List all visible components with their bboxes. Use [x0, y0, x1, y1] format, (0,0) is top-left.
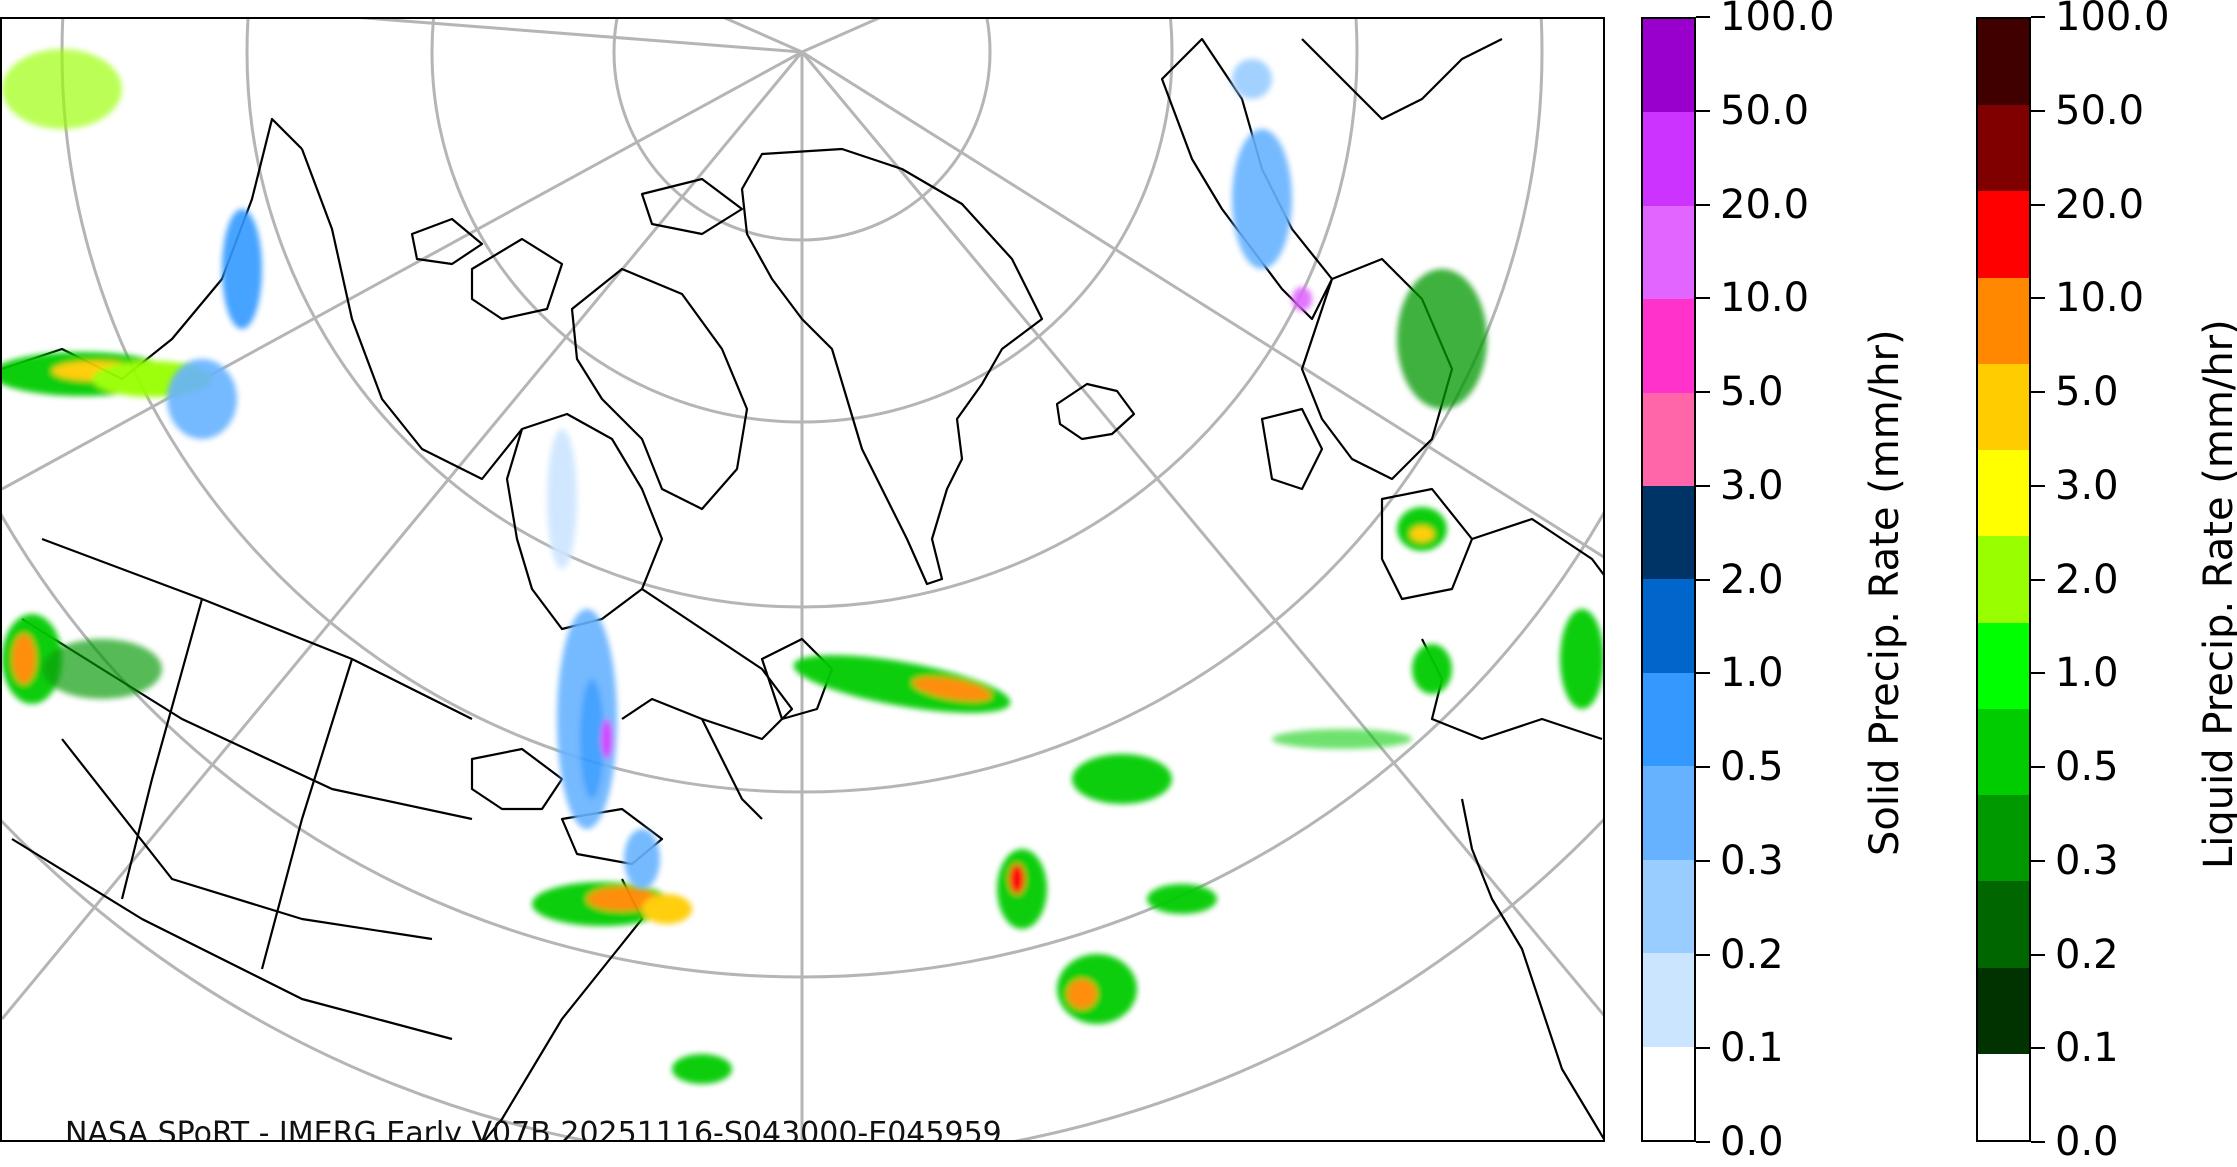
liquid-tick-label: 3.0	[2055, 462, 2119, 509]
liquid-colorbar-segment	[1978, 795, 2029, 882]
liquid-colorbar-segment	[1978, 105, 2029, 192]
solid-tick-label: 0.2	[1720, 931, 1784, 978]
solid-tick-label: 2.0	[1720, 556, 1784, 603]
coastlines	[2, 37, 1603, 1140]
liquid-colorbar-segment	[1978, 881, 2029, 968]
solid-colorbar-segment	[1643, 579, 1694, 673]
solid-tick-label: 0.0	[1720, 1119, 1784, 1165]
liquid-tick-label: 1.0	[2055, 650, 2119, 697]
solid-tick-label: 0.3	[1720, 837, 1784, 884]
liquid-colorbar-segment	[1978, 363, 2029, 451]
solid-tick-label: 5.0	[1720, 369, 1784, 415]
graticule	[2, 19, 1603, 1140]
liquid-colorbar-segment	[1978, 277, 2029, 364]
liquid-colorbar-segment	[1978, 450, 2029, 537]
liquid-tick-label: 20.0	[2055, 181, 2145, 228]
liquid-tick-label: 50.0	[2055, 87, 2145, 134]
liquid-tick-label: 0.1	[2055, 1025, 2119, 1072]
solid-colorbar-segment	[1643, 112, 1694, 206]
liquid-colorbar-segment	[1978, 1053, 2029, 1140]
liquid-tick-label: 0.2	[2055, 931, 2119, 978]
liquid-precip-ticks: 0.0 0.1 0.2 0.3 0.5 1.0 2.0 3.0 5.0 10.0 20.0 50.0 1…	[2031, 0, 2181, 1163]
solid-colorbar-segment	[1643, 205, 1694, 300]
solid-tick-label: 3.0	[1720, 462, 1784, 509]
precip-solid	[167, 59, 1312, 889]
solid-colorbar-segment	[1643, 672, 1694, 767]
liquid-precip-title: Liquid Precip. Rate (mm/hr)	[2196, 319, 2237, 869]
liquid-colorbar-segment	[1978, 622, 2029, 709]
liquid-tick-label: 5.0	[2055, 369, 2119, 415]
liquid-tick-label: 0.5	[2055, 744, 2119, 790]
precipitation-map: NASA SPoRT - IMERG Early V07B 20251116-S…	[0, 17, 1605, 1142]
solid-tick-label: 10.0	[1720, 275, 1810, 322]
solid-tick-label: 50.0	[1720, 87, 1810, 134]
liquid-colorbar-segment	[1978, 708, 2029, 796]
precip-liquid	[2, 49, 1603, 1084]
solid-colorbar-segment	[1643, 299, 1694, 393]
solid-precip-ticks: 0.0 0.1 0.2 0.3 0.5 1.0 2.0 3.0 5.0 10.0 20.0 50.0 1…	[1696, 0, 1846, 1163]
liquid-precip-colorbar	[1976, 17, 2031, 1142]
solid-tick-label: 0.1	[1720, 1025, 1784, 1072]
liquid-tick-label: 2.0	[2055, 556, 2119, 603]
liquid-colorbar-segment	[1978, 967, 2029, 1054]
solid-colorbar-segment	[1643, 18, 1694, 113]
solid-colorbar-segment	[1643, 766, 1694, 860]
solid-precip-colorbar	[1641, 17, 1696, 1142]
solid-colorbar-segment	[1643, 859, 1694, 954]
liquid-colorbar-segment	[1978, 18, 2029, 106]
solid-colorbar-segment	[1643, 486, 1694, 580]
liquid-tick-label: 10.0	[2055, 275, 2145, 322]
solid-colorbar-segment	[1643, 1046, 1694, 1140]
solid-tick-label: 100.0	[1720, 0, 1835, 40]
solid-tick-label: 0.5	[1720, 744, 1784, 790]
solid-tick-label: 1.0	[1720, 650, 1784, 697]
solid-precip-title: Solid Precip. Rate (mm/hr)	[1862, 329, 1908, 856]
solid-colorbar-segment	[1643, 953, 1694, 1047]
solid-tick-label: 20.0	[1720, 181, 1810, 228]
solid-colorbar-segment	[1643, 392, 1694, 487]
liquid-tick-label: 0.3	[2055, 837, 2119, 884]
data-credit-label: NASA SPoRT - IMERG Early V07B 20251116-S…	[65, 1116, 1002, 1142]
liquid-tick-label: 100.0	[2055, 0, 2170, 40]
liquid-colorbar-segment	[1978, 536, 2029, 623]
map-svg	[2, 19, 1603, 1140]
liquid-colorbar-segment	[1978, 191, 2029, 278]
liquid-tick-label: 0.0	[2055, 1119, 2119, 1165]
